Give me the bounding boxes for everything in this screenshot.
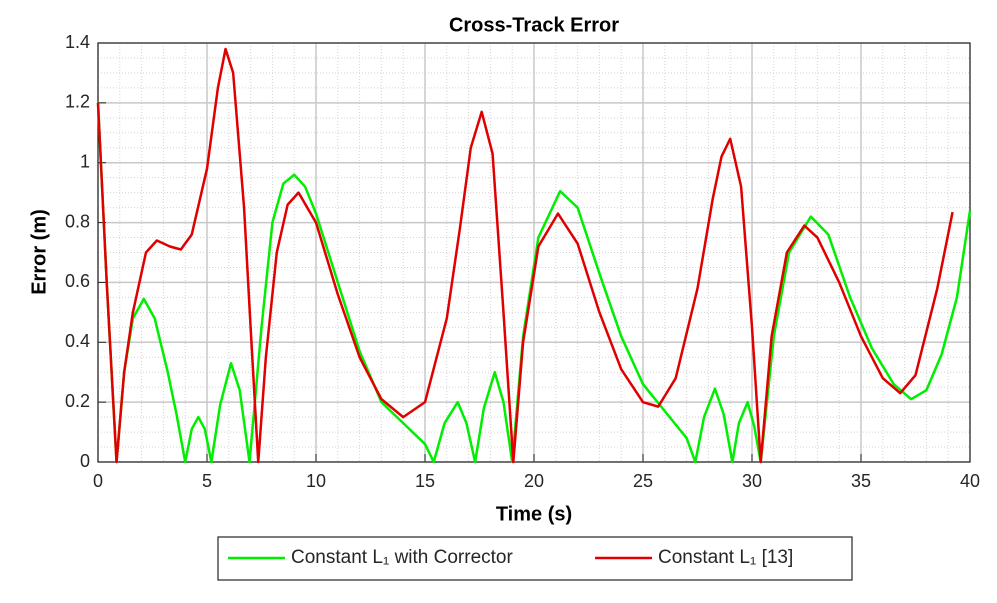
plot-frame — [97, 42, 971, 463]
x-axis-label: Time (s) — [496, 503, 572, 525]
y-axis-label: Error (m) — [28, 209, 50, 295]
y-tick-label: 0.4 — [65, 331, 90, 351]
legend-box — [217, 536, 853, 581]
legend-label: Constant L₁ with Corrector — [291, 547, 514, 568]
x-tick-label: 10 — [306, 471, 326, 491]
x-tick-label: 35 — [851, 471, 871, 491]
y-tick-label: 0 — [80, 451, 90, 471]
x-tick-label: 15 — [415, 471, 435, 491]
data-line — [96, 102, 972, 464]
x-tick-label: 25 — [633, 471, 653, 491]
y-tick-label: 1.2 — [65, 92, 90, 112]
x-tick-label: 40 — [960, 471, 980, 491]
y-tick-label: 0.8 — [65, 211, 90, 231]
y-tick-label: 0.6 — [65, 271, 90, 291]
y-tick-label: 1 — [80, 151, 90, 171]
x-tick-label: 20 — [524, 471, 544, 491]
x-tick-label: 0 — [93, 471, 103, 491]
x-tick-label: 5 — [202, 471, 212, 491]
y-tick-label: 0.2 — [65, 391, 90, 411]
y-tick-label: 1.4 — [65, 32, 90, 52]
x-tick-label: 30 — [742, 471, 762, 491]
legend-label: Constant L₁ [13] — [658, 547, 793, 568]
chart-title: Cross-Track Error — [449, 14, 619, 36]
data-line — [96, 47, 954, 464]
